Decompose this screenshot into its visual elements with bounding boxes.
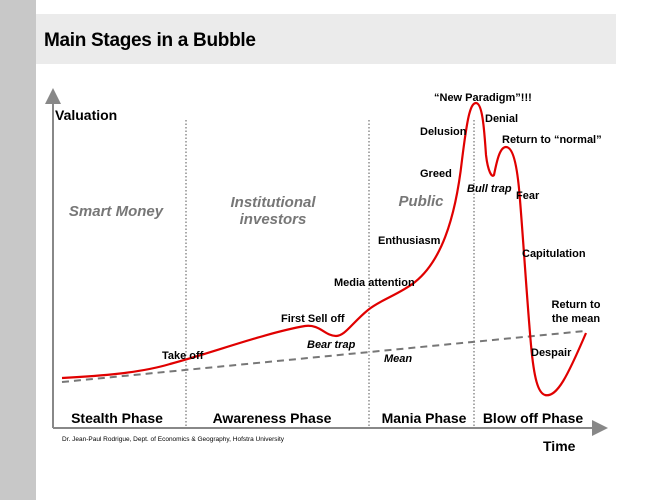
bubble-curve (61, 101, 588, 397)
annotation-take-off: Take off (162, 350, 204, 362)
x-axis-label: Time (543, 438, 576, 454)
group-label-institutional-line2: investors (240, 211, 307, 228)
annotation-media-attention: Media attention (334, 277, 415, 289)
phase-label-awareness: Awareness Phase (213, 410, 332, 426)
annotation-new-paradigm: “New Paradigm”!!! (434, 92, 532, 104)
group-label-smart-money: Smart Money (69, 203, 164, 220)
phase-label-blow-off: Blow off Phase (483, 410, 584, 426)
annotation-enthusiasm: Enthusiasm (378, 235, 441, 247)
annotation-greed: Greed (420, 168, 452, 180)
group-label-institutional-line1: Institutional (231, 194, 317, 211)
annotation-return-to-normal: Return to “normal” (502, 134, 602, 146)
annotation-delusion: Delusion (420, 126, 467, 138)
title-band (36, 14, 616, 64)
annotation-return-to-mean-line1: Return to (552, 299, 601, 311)
annotation-bear-trap: Bear trap (307, 339, 356, 351)
y-axis-label: Valuation (55, 107, 117, 123)
page-title: Main Stages in a Bubble (44, 30, 256, 51)
annotation-capitulation: Capitulation (522, 248, 586, 260)
phase-label-stealth: Stealth Phase (71, 410, 163, 426)
annotation-denial: Denial (485, 113, 518, 125)
annotation-bull-trap: Bull trap (467, 183, 512, 195)
group-label-public: Public (398, 193, 444, 210)
credit-line: Dr. Jean-Paul Rodrigue, Dept. of Economi… (62, 436, 285, 443)
annotation-mean: Mean (384, 353, 412, 365)
left-side-bar (0, 0, 36, 500)
annotation-first-sell-off: First Sell off (281, 313, 345, 325)
annotation-return-to-mean-line2: the mean (552, 313, 601, 325)
annotation-despair: Despair (531, 347, 572, 359)
mean-line (61, 330, 586, 383)
phase-label-mania: Mania Phase (382, 410, 467, 426)
annotation-fear: Fear (516, 190, 540, 202)
